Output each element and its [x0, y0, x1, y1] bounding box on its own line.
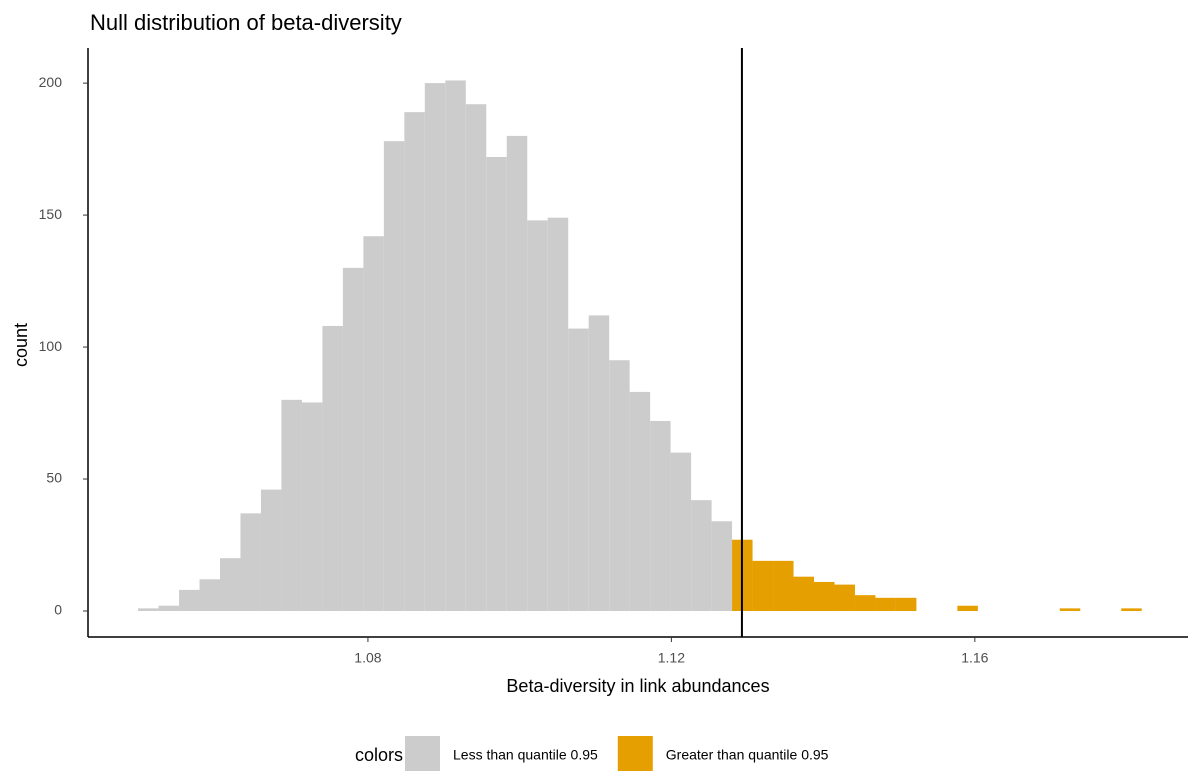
y-tick-label: 150 — [39, 206, 63, 222]
histogram-bar — [179, 589, 200, 612]
histogram-bar — [895, 597, 917, 612]
histogram-bar — [711, 521, 733, 612]
x-axis-title: Beta-diversity in link abundances — [506, 676, 769, 696]
histogram-bar — [588, 315, 610, 612]
histogram-bar — [650, 420, 671, 612]
histogram-bar — [486, 157, 507, 612]
histogram-bar — [260, 489, 282, 612]
histogram-bar — [240, 513, 261, 612]
histogram-bar — [383, 141, 405, 612]
histogram-bar — [793, 576, 814, 612]
histogram-bar — [322, 325, 343, 612]
histogram-bar — [834, 584, 855, 612]
histogram-bar — [670, 452, 692, 612]
y-axis-title: count — [11, 323, 31, 367]
histogram-bar — [854, 595, 876, 612]
histogram-bar — [363, 236, 384, 612]
legend-key — [617, 736, 653, 771]
histogram-bar — [158, 605, 180, 612]
y-tick-label: 50 — [46, 470, 62, 486]
x-tick-label: 1.08 — [354, 650, 381, 666]
histogram-bar — [506, 135, 528, 612]
histogram-bar — [301, 402, 323, 612]
histogram-bar — [1121, 608, 1142, 612]
x-tick-label: 1.12 — [658, 650, 685, 666]
histogram-bar — [547, 217, 569, 612]
histogram-bar — [199, 579, 220, 612]
y-tick-label: 200 — [39, 74, 63, 90]
legend-title: colors — [355, 745, 403, 765]
legend-key — [405, 736, 440, 771]
histogram-bar — [691, 500, 712, 612]
histogram-bar — [465, 104, 487, 612]
x-tick-label: 1.16 — [961, 650, 988, 666]
histogram-bar — [1059, 608, 1081, 612]
histogram-bar — [814, 581, 835, 612]
histogram-bar — [527, 220, 548, 612]
histogram-bar — [220, 558, 241, 612]
chart-title: Null distribution of beta-diversity — [90, 10, 402, 35]
y-tick-label: 100 — [39, 338, 63, 354]
histogram-bar — [281, 399, 302, 612]
histogram-bar — [629, 391, 651, 612]
histogram-bar — [424, 83, 446, 612]
histogram-bar — [445, 80, 466, 612]
legend-label: Less than quantile 0.95 — [453, 747, 598, 763]
histogram-bar — [138, 608, 159, 612]
y-tick-label: 0 — [54, 602, 62, 618]
histogram-bar — [404, 112, 425, 612]
histogram-bar — [875, 597, 896, 612]
histogram-bar — [568, 328, 589, 612]
histogram-bar — [773, 560, 794, 612]
histogram-bar — [752, 560, 774, 612]
histogram-bar — [957, 605, 978, 612]
legend-label: Greater than quantile 0.95 — [666, 747, 829, 763]
histogram-bar — [609, 360, 630, 612]
histogram-bar — [342, 267, 364, 612]
